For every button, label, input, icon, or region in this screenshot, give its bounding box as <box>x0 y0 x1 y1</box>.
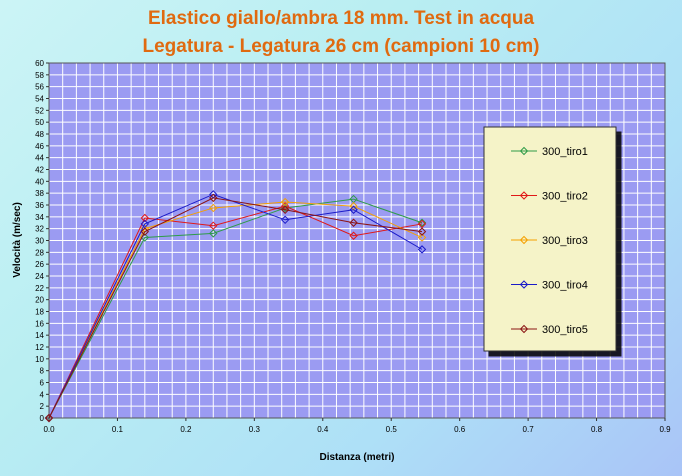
x-tick-label: 0.4 <box>317 425 329 434</box>
y-tick-label: 16 <box>35 319 44 328</box>
x-tick-label: 0.3 <box>249 425 261 434</box>
x-tick-label: 0.6 <box>454 425 466 434</box>
y-tick-label: 20 <box>35 296 44 305</box>
legend-item: 300_tiro1 <box>511 146 588 158</box>
legend-label: 300_tiro5 <box>542 324 588 336</box>
y-tick-label: 36 <box>35 201 44 210</box>
x-tick-label: 0.8 <box>591 425 603 434</box>
y-tick-label: 54 <box>35 95 44 104</box>
y-tick-label: 30 <box>35 237 44 246</box>
x-tick-label: 0.0 <box>43 425 55 434</box>
series-line <box>48 197 423 419</box>
legend-item: 300_tiro4 <box>511 280 588 292</box>
legend-label: 300_tiro1 <box>542 146 588 158</box>
y-tick-label: 14 <box>35 331 44 340</box>
y-tick-label: 46 <box>35 142 44 151</box>
y-tick-label: 0 <box>40 414 45 423</box>
axes: 0246810121416182022242628303234363840424… <box>35 59 671 434</box>
y-tick-label: 2 <box>40 402 45 411</box>
chart-title: Elastico giallo/ambra 18 mm. Test in acq… <box>147 8 535 29</box>
legend-label: 300_tiro4 <box>542 280 588 292</box>
data-point <box>280 205 290 214</box>
legend-marker <box>519 191 529 200</box>
y-tick-label: 50 <box>35 118 44 127</box>
legend: 300_tiro1 300_tiro2 300_tiro3 300_tiro4 300_… <box>483 126 617 352</box>
legend-marker <box>519 146 529 156</box>
data-point <box>417 227 427 236</box>
data-point <box>140 213 150 223</box>
data-point <box>280 215 290 224</box>
legend-marker <box>519 280 529 289</box>
data-point <box>417 233 427 242</box>
legend-marker <box>519 235 529 245</box>
y-tick-label: 42 <box>35 166 44 175</box>
data-point <box>349 205 358 214</box>
y-axis-title: Velocità (m/sec) <box>12 202 23 278</box>
y-tick-label: 44 <box>35 154 44 163</box>
series-line <box>48 193 423 419</box>
data-point <box>417 245 427 254</box>
x-tick-label: 0.2 <box>180 425 192 434</box>
y-tick-label: 60 <box>35 59 44 68</box>
x-axis-title: Distanza (metri) <box>319 452 394 463</box>
x-tick-label: 0.5 <box>386 425 398 434</box>
series-line <box>48 198 423 419</box>
y-tick-label: 52 <box>35 106 44 115</box>
legend-box <box>483 126 617 352</box>
y-tick-label: 10 <box>35 355 44 364</box>
y-tick-label: 6 <box>40 379 45 388</box>
y-tick-label: 38 <box>35 189 44 198</box>
data-point <box>209 203 218 213</box>
y-tick-label: 4 <box>40 390 45 399</box>
y-tick-label: 48 <box>35 130 44 139</box>
data-point <box>44 413 54 423</box>
y-tick-label: 40 <box>35 177 44 186</box>
legend-item: 300_tiro5 <box>511 324 588 336</box>
data-point <box>209 193 218 203</box>
x-tick-label: 0.7 <box>523 425 535 434</box>
y-tick-label: 34 <box>35 213 44 222</box>
series-line <box>48 201 423 419</box>
x-tick-label: 0.9 <box>659 425 671 434</box>
data-point <box>349 231 358 240</box>
y-tick-label: 12 <box>35 343 44 352</box>
y-tick-label: 58 <box>35 71 44 80</box>
chart-subtitle: Legatura - Legatura 26 cm (campioni 10 c… <box>142 36 540 57</box>
series-300_tiro5 <box>44 193 427 423</box>
series-line <box>48 205 423 419</box>
data-point <box>417 218 427 227</box>
legend-label: 300_tiro3 <box>542 235 588 247</box>
y-tick-label: 18 <box>35 308 44 317</box>
y-tick-label: 8 <box>40 367 45 376</box>
data-point <box>349 218 358 227</box>
y-tick-label: 26 <box>35 260 44 269</box>
data-point <box>209 221 218 230</box>
data-point <box>209 229 218 238</box>
x-tick-label: 0.1 <box>112 425 124 434</box>
legend-item: 300_tiro3 <box>511 235 588 247</box>
y-tick-label: 24 <box>35 272 44 281</box>
legend-item: 300_tiro2 <box>511 191 588 203</box>
y-tick-label: 28 <box>35 248 44 257</box>
legend-marker <box>519 324 529 334</box>
legend-label: 300_tiro2 <box>542 191 588 203</box>
series-layer <box>44 190 427 423</box>
y-tick-label: 22 <box>35 284 44 293</box>
y-tick-label: 56 <box>35 83 44 92</box>
y-tick-label: 32 <box>35 225 44 234</box>
data-point <box>140 227 150 236</box>
